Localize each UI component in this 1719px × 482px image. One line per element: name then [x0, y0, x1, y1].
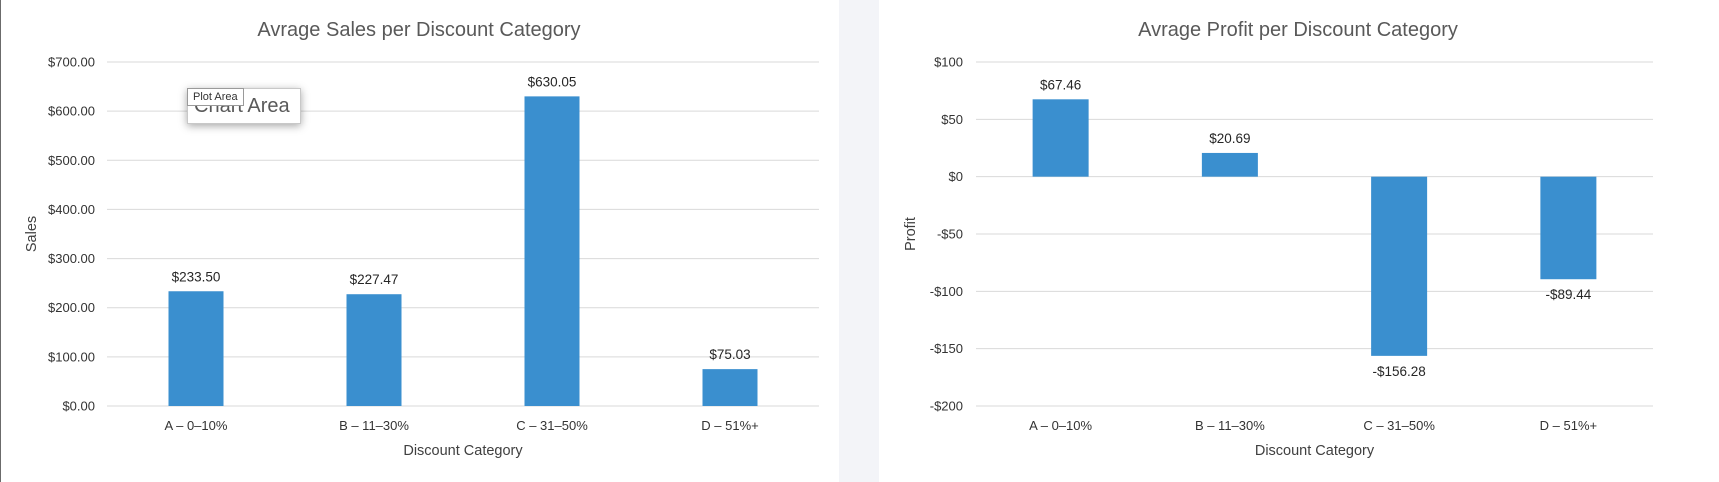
bar: [1202, 153, 1258, 177]
y-axis-title: Sales: [24, 216, 40, 252]
plot-area-tooltip: Plot Area: [187, 88, 244, 106]
data-label: $227.47: [350, 272, 399, 287]
data-label: $20.69: [1209, 131, 1250, 146]
x-tick-label: D – 51%+: [701, 418, 758, 433]
sales-chart-svg: Avrage Sales per Discount Category $0.00 $…: [1, 0, 839, 482]
y-tick-label: -$200: [930, 399, 963, 414]
x-tick-label: A – 0–10%: [165, 418, 228, 433]
sales-chart-panel[interactable]: Avrage Sales per Discount Category $0.00 $…: [0, 0, 839, 482]
profit-chart-panel[interactable]: Avrage Profit per Discount Category -$200…: [879, 0, 1719, 482]
data-label: $67.46: [1040, 77, 1081, 92]
y-tick-label: $100.00: [48, 349, 95, 364]
y-tick-label: $500.00: [48, 153, 95, 168]
y-tick-label: $700.00: [48, 55, 95, 70]
data-label: $233.50: [172, 269, 221, 284]
bar: [703, 369, 758, 406]
y-tick-label: $50: [941, 112, 963, 127]
y-tick-label: -$50: [937, 227, 963, 242]
x-tick-label: B – 11–30%: [339, 418, 409, 433]
y-tick-label: $600.00: [48, 104, 95, 119]
x-tick-label: A – 0–10%: [1029, 418, 1092, 433]
y-tick-label: $0: [949, 169, 963, 184]
y-tick-label: $0.00: [62, 399, 95, 414]
y-tick-label: $100: [934, 55, 963, 70]
data-label: $630.05: [528, 74, 577, 89]
y-tick-label: $400.00: [48, 202, 95, 217]
data-label: -$156.28: [1372, 364, 1425, 379]
y-tick-label: $300.00: [48, 251, 95, 266]
x-axis-title: Discount Category: [403, 443, 523, 459]
profit-chart-svg: Avrage Profit per Discount Category -$200…: [879, 0, 1719, 482]
bar: [169, 291, 224, 406]
bar: [525, 96, 580, 406]
bar: [1371, 177, 1427, 356]
y-tick-label: $200.00: [48, 300, 95, 315]
x-tick-label: D – 51%+: [1540, 418, 1597, 433]
x-axis-title: Discount Category: [1255, 443, 1375, 459]
x-tick-label: B – 11–30%: [1195, 418, 1265, 433]
chart-title: Avrage Sales per Discount Category: [257, 19, 580, 41]
data-label: $75.03: [709, 347, 750, 362]
bar: [1540, 177, 1596, 280]
bar: [347, 294, 402, 406]
chart-title: Avrage Profit per Discount Category: [1138, 19, 1458, 41]
x-tick-label: C – 31–50%: [1363, 418, 1435, 433]
data-label: -$89.44: [1545, 287, 1591, 302]
x-tick-label: C – 31–50%: [516, 418, 588, 433]
y-tick-label: -$100: [930, 284, 963, 299]
y-tick-label: -$150: [930, 341, 963, 356]
bar: [1033, 99, 1089, 176]
y-axis-title: Profit: [903, 217, 919, 251]
